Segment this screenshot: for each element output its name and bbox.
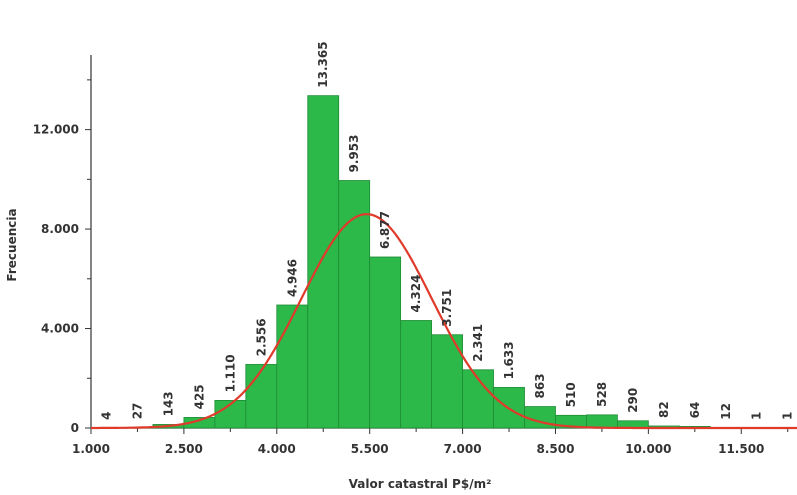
x-tick-label: 11.500 [718, 442, 764, 456]
x-tick-label: 1.000 [72, 442, 110, 456]
histogram-bar [586, 414, 618, 429]
histogram-bars [90, 95, 797, 429]
bar-value-label: 82 [657, 401, 671, 418]
normal-curve [91, 213, 797, 430]
bar-value-label: 2.556 [254, 318, 268, 356]
x-tick-label: 10.000 [625, 442, 671, 456]
bar-value-label: 863 [533, 373, 547, 398]
bar-value-label: 1 [750, 412, 764, 420]
bar-value-label: 13.365 [316, 41, 330, 87]
bar-value-label: 12 [719, 403, 733, 420]
x-axis: 1.000 2.500 4.000 5.500 7.000 8.500 10.000 11.5… [72, 427, 797, 456]
y-axis-title: Frecuencia [5, 208, 19, 281]
bar-value-label: 3.751 [440, 289, 454, 327]
bar-value-label: 6.877 [378, 211, 392, 249]
bar-value-label: 4 [100, 412, 114, 420]
y-tick-label: 0 [71, 421, 79, 435]
bar-value-label: 64 [688, 402, 702, 419]
y-axis: 0 4.000 8.000 12.000 [33, 55, 92, 435]
bar-value-label: 1.633 [502, 341, 516, 379]
bar-value-label: 4.946 [285, 259, 299, 297]
histogram-bar [307, 95, 340, 429]
x-tick-label: 4.000 [258, 442, 296, 456]
bar-value-label: 143 [161, 391, 175, 416]
bar-value-label: 528 [595, 382, 609, 407]
bar-value-label: 1 [781, 412, 795, 420]
bar-value-label: 425 [192, 384, 206, 409]
x-tick-label: 2.500 [165, 442, 203, 456]
y-tick-label: 12.000 [33, 123, 79, 137]
y-tick-label: 8.000 [41, 222, 79, 236]
x-tick-label: 8.500 [536, 442, 574, 456]
x-tick-label: 5.500 [351, 442, 389, 456]
bar-value-label: 290 [626, 388, 640, 413]
bar-value-labels: 4 27 143 425 1.110 2.556 4.946 13.365 9.953 6.877… [100, 41, 795, 420]
bar-value-label: 4.324 [409, 275, 423, 313]
x-axis-title: Valor catastral P$/m² [349, 477, 492, 491]
histogram-bar [276, 304, 309, 429]
bar-value-label: 9.953 [347, 135, 361, 173]
y-tick-label: 4.000 [41, 322, 79, 336]
normal-curve-group [91, 213, 797, 430]
bar-value-label: 1.110 [223, 354, 237, 392]
histogram-bar [369, 256, 402, 429]
bar-value-label: 510 [564, 382, 578, 407]
x-tick-label: 7.000 [444, 442, 482, 456]
bar-value-label: 2.341 [471, 324, 485, 362]
histogram-bar [245, 364, 278, 429]
bar-value-label: 27 [130, 403, 144, 420]
histogram-bar [338, 180, 371, 429]
histogram-bar [400, 320, 433, 429]
